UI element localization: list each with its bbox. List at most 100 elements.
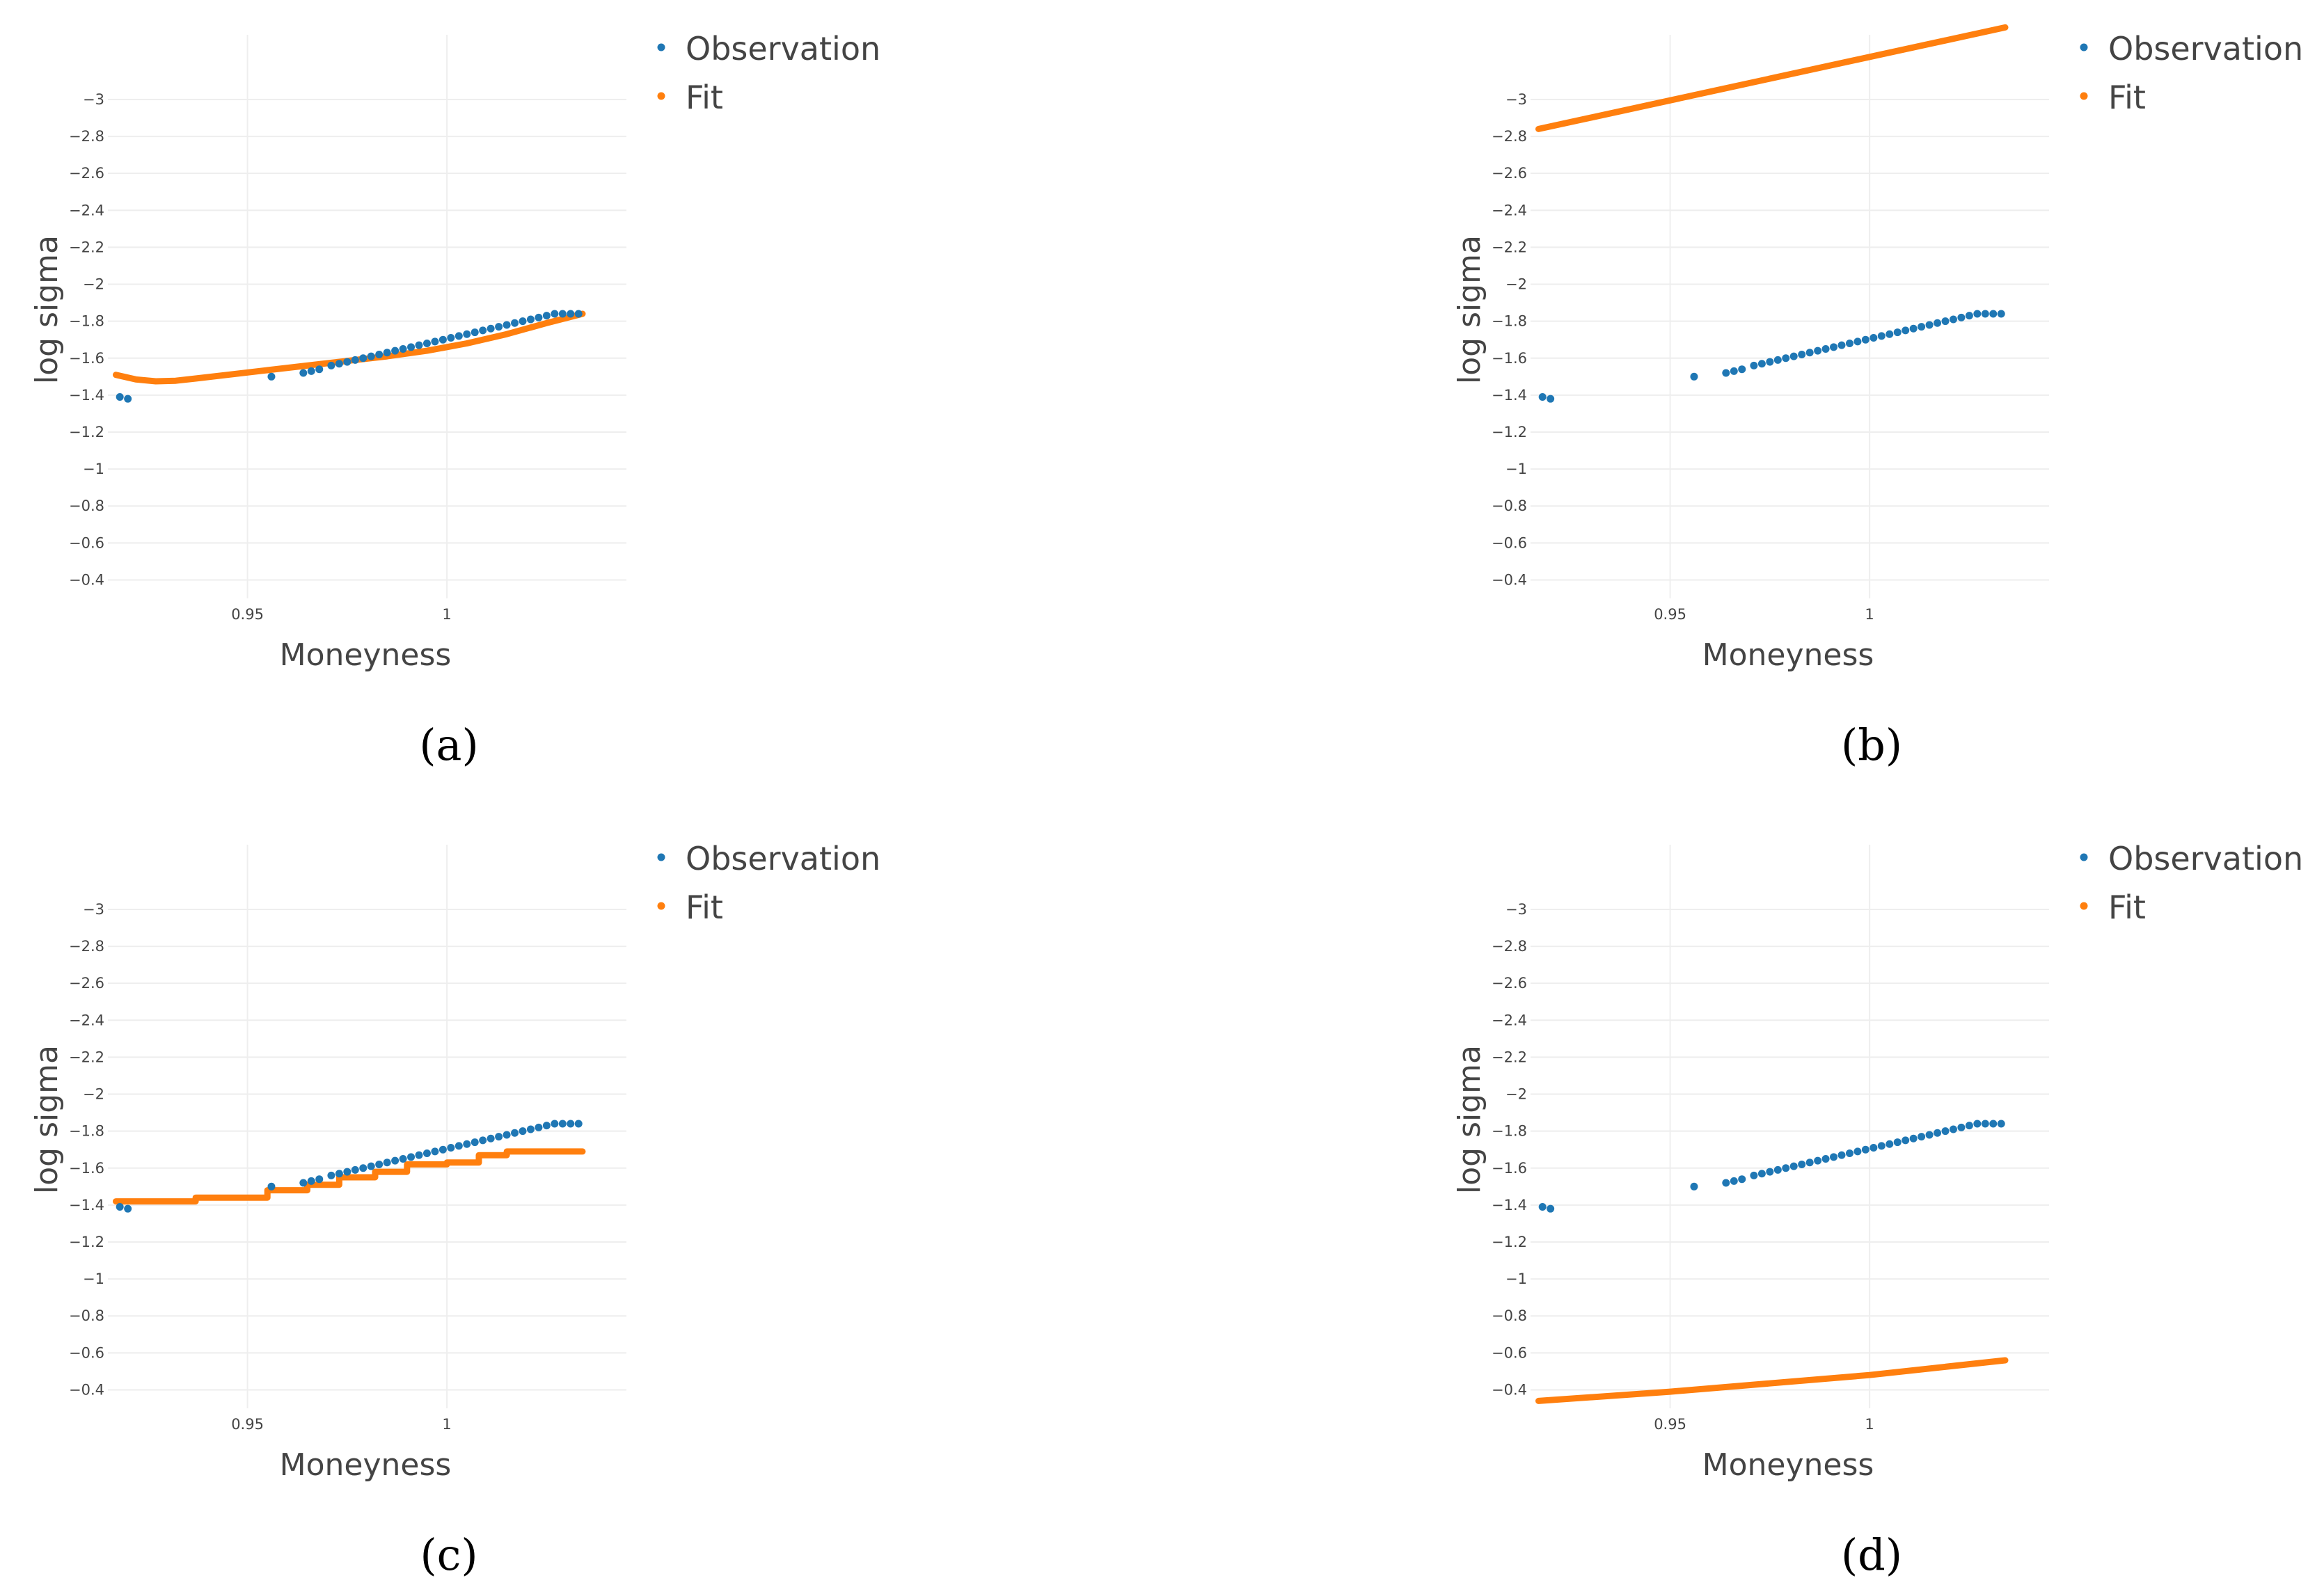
observation-point [391, 347, 400, 355]
observation-point [327, 361, 335, 369]
x-tick-label: 1 [442, 606, 451, 623]
series-layer [113, 1120, 586, 1213]
observation-point [1722, 1179, 1730, 1187]
y-tick-label: −1.4 [1492, 387, 1527, 404]
legend-marker [657, 43, 665, 51]
observation-point [1722, 369, 1730, 377]
legend-label: Observation [686, 30, 880, 67]
y-tick-label: −0.8 [69, 498, 104, 514]
y-tick-label: −1.2 [1492, 424, 1527, 440]
x-tick-label: 0.95 [1654, 1416, 1686, 1433]
chart-panel-1: −0.4 −0.6 −0.8 −1 −1.2 −1.4 −1.6 −1.8 −2 −2.2 −2.4… [1452, 24, 2303, 770]
y-tick-label: −1.8 [69, 1123, 104, 1140]
observation-point [511, 1129, 519, 1137]
observation-point [299, 369, 308, 377]
observation-point [1730, 367, 1738, 375]
observation-point [1750, 1171, 1758, 1179]
observation-point [551, 310, 559, 318]
observation-point [375, 1160, 384, 1168]
observation-point [335, 1170, 343, 1178]
observation-point [399, 344, 407, 353]
observation-point [124, 395, 132, 403]
y-tick-label: −1 [83, 1271, 104, 1287]
observation-point [1957, 313, 1966, 321]
x-axis-title: Moneyness [1702, 1447, 1874, 1483]
observation-point [1902, 1136, 1910, 1145]
observation-point [407, 343, 416, 351]
observation-point [463, 330, 471, 338]
y-tick-label: −1.2 [69, 424, 104, 440]
y-tick-label: −1 [83, 461, 104, 477]
observation-point [1893, 328, 1902, 337]
observation-point [1757, 1170, 1766, 1178]
gridlines [1531, 845, 2049, 1408]
observation-point [495, 323, 503, 331]
observation-point [574, 1120, 583, 1128]
y-axis-title: log sigma [29, 235, 65, 384]
observation-point [1861, 1145, 1870, 1154]
observation-point [487, 324, 495, 333]
y-tick-label: −1.4 [69, 387, 104, 404]
observation-point [415, 1151, 423, 1159]
observation-point [1909, 324, 1918, 333]
panel-label: (c) [420, 1529, 477, 1580]
y-tick-label: −1.6 [1492, 350, 1527, 367]
observation-point [367, 352, 375, 360]
gridlines [1531, 35, 2049, 598]
series-layer [1535, 1120, 2009, 1404]
observation-point [1973, 1120, 1982, 1128]
observation-point [1538, 393, 1547, 401]
observation-point [454, 1142, 463, 1150]
observation-point [1965, 312, 1973, 320]
observation-point [1830, 1153, 1838, 1161]
chart-panel-0: −0.4 −0.6 −0.8 −1 −1.2 −1.4 −1.6 −1.8 −2 −2.2 −2.4… [29, 30, 880, 770]
observation-point [1814, 1156, 1822, 1165]
observation-point [1870, 334, 1878, 342]
observation-point [116, 1203, 124, 1211]
observation-point [1902, 326, 1910, 335]
observation-point [1805, 349, 1814, 357]
y-tick-label: −0.4 [1492, 1381, 1527, 1398]
y-tick-label: −0.6 [1492, 534, 1527, 551]
observation-point [1738, 1175, 1746, 1184]
observation-point [335, 360, 343, 368]
y-tick-label: −3 [1505, 901, 1527, 918]
observation-point [267, 1182, 276, 1191]
observation-point [422, 1149, 431, 1158]
legend: Observation Fit [2080, 840, 2303, 926]
observation-point [495, 1133, 503, 1141]
observation-point [351, 356, 359, 364]
observation-point [1690, 372, 1698, 381]
observation-point [503, 321, 511, 329]
observation-point [407, 1153, 416, 1161]
y-tick-label: −2 [1505, 1086, 1527, 1103]
observation-point [1934, 1129, 1942, 1137]
observation-point [1925, 1131, 1934, 1139]
observation-point [116, 393, 124, 401]
x-tick-label: 0.95 [1654, 606, 1686, 623]
x-axis-title: Moneyness [1702, 637, 1874, 673]
y-tick-label: −1 [1505, 461, 1527, 477]
observation-point [1821, 1154, 1830, 1163]
observation-point [1766, 1168, 1774, 1176]
observation-point [1766, 358, 1774, 366]
observation-point [567, 310, 575, 318]
legend-label: Fit [686, 79, 723, 116]
observation-point [447, 334, 455, 342]
observation-point [526, 315, 535, 324]
observation-point [1965, 1122, 1973, 1130]
legend-marker [657, 92, 665, 100]
observation-point [1798, 350, 1806, 358]
observation-point [438, 335, 447, 344]
observation-point [447, 1144, 455, 1152]
observation-point [1814, 347, 1822, 355]
observation-point [1837, 1151, 1846, 1159]
observation-point [1886, 330, 1894, 338]
observation-point [1773, 356, 1782, 364]
y-tick-label: −1.6 [69, 350, 104, 367]
observation-point [1934, 319, 1942, 327]
fit-line [1535, 1357, 2009, 1404]
legend-label: Fit [686, 889, 723, 926]
legend-marker [2080, 902, 2088, 910]
observation-point [399, 1154, 407, 1163]
